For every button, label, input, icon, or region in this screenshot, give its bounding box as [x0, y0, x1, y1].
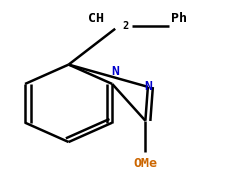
Text: N: N	[143, 80, 151, 93]
Text: CH: CH	[87, 12, 103, 25]
Text: 2: 2	[122, 21, 129, 31]
Text: OMe: OMe	[133, 157, 157, 169]
Text: N: N	[111, 65, 119, 78]
Text: Ph: Ph	[170, 12, 186, 25]
